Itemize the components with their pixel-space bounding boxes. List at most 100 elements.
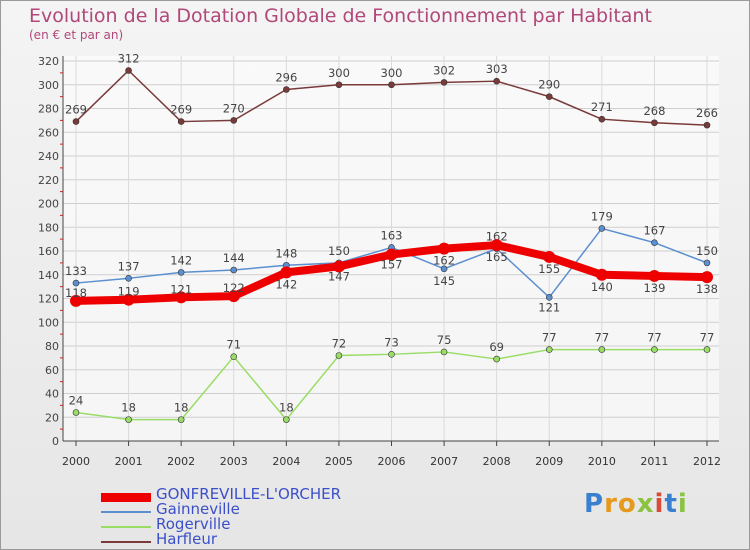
x-tick-label: 2012 xyxy=(693,455,721,468)
y-tick-label: 200 xyxy=(38,198,59,211)
y-tick-label: 160 xyxy=(38,245,59,258)
y-tick-label: 260 xyxy=(38,126,59,139)
data-label: 18 xyxy=(121,401,136,415)
legend-label-rogerville: Rogerville xyxy=(156,515,231,533)
logo-letter: x xyxy=(636,489,655,519)
legend-label-harfleur: Harfleur xyxy=(156,530,217,548)
data-label: 144 xyxy=(223,251,245,265)
x-tick-label: 2001 xyxy=(115,455,143,468)
data-label: 147 xyxy=(328,269,350,283)
data-label: 270 xyxy=(223,101,245,115)
data-point xyxy=(230,266,238,274)
data-point xyxy=(283,86,290,93)
y-tick-label: 180 xyxy=(38,221,59,234)
data-label: 268 xyxy=(643,104,665,118)
data-point xyxy=(543,250,556,263)
legend-label-gainneville: Gainneville xyxy=(156,500,240,518)
data-point xyxy=(230,117,238,124)
data-label: 300 xyxy=(381,66,403,80)
data-label: 118 xyxy=(65,286,87,300)
data-point xyxy=(651,119,658,127)
legend-swatch-rogerville xyxy=(101,526,151,528)
x-tick-label: 2008 xyxy=(483,455,511,468)
data-label: 312 xyxy=(118,52,140,66)
y-tick-label: 80 xyxy=(45,340,59,353)
data-point xyxy=(595,268,608,281)
x-tick-label: 2006 xyxy=(378,455,406,468)
data-point xyxy=(70,294,82,307)
data-label: 145 xyxy=(433,274,455,288)
data-point xyxy=(703,259,711,267)
data-label: 137 xyxy=(118,259,140,273)
data-label: 269 xyxy=(65,103,87,117)
legend-swatch-gainneville xyxy=(101,511,151,513)
data-label: 119 xyxy=(118,285,140,299)
data-point xyxy=(701,271,713,284)
data-point xyxy=(125,416,132,423)
y-tick-label: 240 xyxy=(38,150,59,163)
data-label: 303 xyxy=(486,62,508,76)
x-tick-label: 2009 xyxy=(535,455,563,468)
data-label: 179 xyxy=(591,209,613,223)
data-point xyxy=(545,346,553,353)
data-point xyxy=(385,248,398,261)
data-label: 142 xyxy=(275,277,297,291)
data-point xyxy=(598,115,606,123)
y-tick-label: 60 xyxy=(45,364,59,377)
data-label: 69 xyxy=(489,340,504,354)
logo-letter: i xyxy=(654,489,665,519)
data-label: 271 xyxy=(591,100,613,114)
data-point xyxy=(598,225,606,232)
data-label: 148 xyxy=(275,246,297,260)
data-label: 77 xyxy=(595,331,610,345)
data-point xyxy=(545,294,553,301)
chart-title: Evolution de la Dotation Globale de Fonc… xyxy=(29,5,652,27)
data-label: 155 xyxy=(538,262,560,276)
data-label: 296 xyxy=(275,71,297,85)
x-tick-label: 2003 xyxy=(220,455,248,468)
x-tick-label: 2000 xyxy=(62,455,90,468)
data-point xyxy=(490,239,503,252)
data-point xyxy=(72,409,80,416)
y-tick-label: 140 xyxy=(38,269,59,282)
x-tick-label: 2011 xyxy=(640,455,668,468)
data-label: 163 xyxy=(381,228,403,242)
data-label: 75 xyxy=(437,333,452,347)
data-point xyxy=(335,81,343,89)
legend-swatch-gonfreville xyxy=(101,493,151,502)
data-point xyxy=(703,121,711,129)
data-label: 139 xyxy=(643,281,665,295)
data-point xyxy=(280,266,293,279)
data-label: 121 xyxy=(538,300,560,314)
data-label: 150 xyxy=(696,244,718,258)
x-tick-label: 2010 xyxy=(588,455,616,468)
x-tick-label: 2004 xyxy=(272,455,300,468)
y-tick-label: 320 xyxy=(38,55,59,68)
data-label: 266 xyxy=(696,106,718,120)
data-label: 24 xyxy=(69,394,84,408)
data-point xyxy=(440,348,448,356)
data-label: 290 xyxy=(538,78,560,92)
data-label: 167 xyxy=(643,224,665,238)
data-label: 300 xyxy=(328,66,350,80)
data-point xyxy=(438,242,451,255)
logo-letter: t xyxy=(664,489,678,519)
y-tick-label: 100 xyxy=(38,316,59,329)
data-label: 269 xyxy=(170,103,192,117)
data-point xyxy=(651,346,658,353)
proxiti-logo: Proxiti xyxy=(584,489,688,519)
data-point xyxy=(440,265,448,273)
data-point xyxy=(440,79,448,86)
data-point xyxy=(72,118,80,125)
data-point xyxy=(703,346,711,353)
x-tick-label: 2005 xyxy=(325,455,353,468)
data-point xyxy=(493,77,500,85)
data-point xyxy=(283,416,290,423)
data-label: 165 xyxy=(486,250,508,264)
data-label: 77 xyxy=(542,331,557,345)
data-label: 138 xyxy=(696,282,718,296)
data-point xyxy=(227,290,240,303)
data-label: 302 xyxy=(433,63,455,77)
data-point xyxy=(230,353,238,360)
legend-swatch-harfleur xyxy=(101,541,151,543)
